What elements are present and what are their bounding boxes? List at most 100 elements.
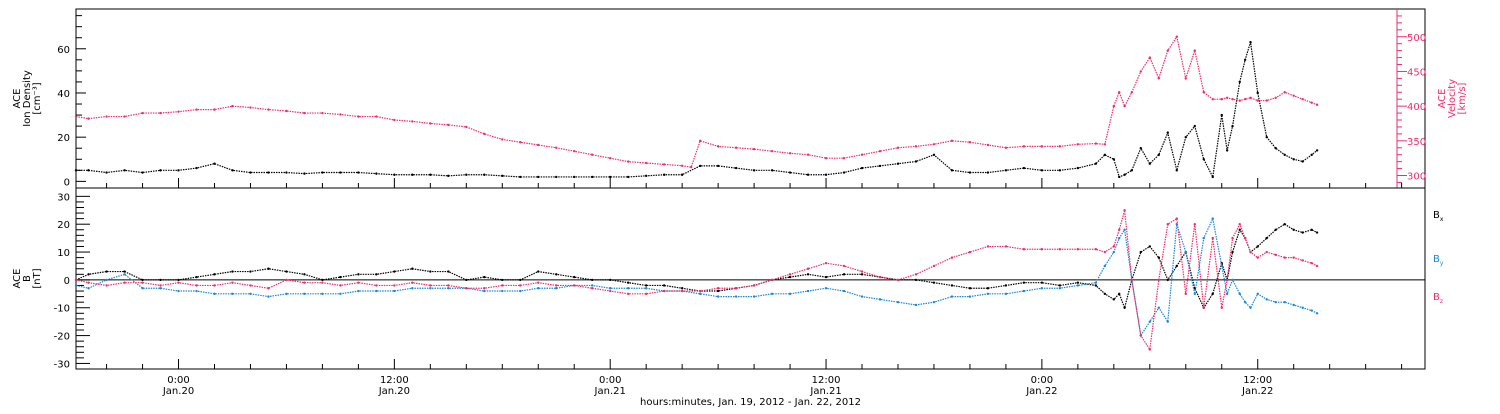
- bz-series-point: [519, 284, 522, 287]
- density-series-point: [1274, 147, 1277, 150]
- density-series-point: [249, 171, 252, 174]
- density-series-point: [1193, 124, 1196, 128]
- density-series-point: [321, 171, 324, 174]
- velocity-series-point: [1193, 49, 1196, 52]
- bx-series-point: [519, 278, 522, 282]
- bx-series-point: [105, 270, 108, 273]
- by-series-point: [1094, 281, 1098, 284]
- bz-series-line: [75, 210, 1318, 352]
- bz-series-point: [716, 287, 720, 290]
- bz-series-point: [1211, 236, 1214, 240]
- by-series-point: [698, 292, 702, 296]
- bx-series-point: [555, 273, 558, 276]
- velocity-series-point: [1175, 35, 1178, 38]
- bx-series-point: [285, 270, 288, 273]
- density-series-point: [267, 171, 270, 174]
- bz-series-point: [1292, 256, 1295, 259]
- bz-series-point: [1315, 264, 1319, 268]
- density-series-point: [1310, 153, 1313, 157]
- density-series-point: [1292, 158, 1295, 161]
- bx-series-point: [1283, 223, 1286, 226]
- density-series-point: [1157, 153, 1160, 157]
- bz-series-point: [231, 281, 234, 284]
- velocity-series-point: [842, 156, 846, 160]
- legend-label-bx: Bx: [1433, 210, 1444, 223]
- density-series-point: [1283, 153, 1286, 157]
- velocity-series-point: [195, 108, 198, 111]
- density-series-point: [896, 162, 900, 165]
- bz-series-point: [429, 284, 432, 287]
- by-series-point: [285, 292, 288, 296]
- bz-series-point: [986, 245, 990, 248]
- bz-series-point: [501, 284, 504, 287]
- density-series-point: [1202, 158, 1205, 161]
- bx-series-point: [950, 284, 954, 287]
- velocity-series-point: [1202, 91, 1205, 94]
- velocity-series-point: [303, 111, 306, 115]
- by-series-point: [1225, 292, 1229, 296]
- by-series-point: [303, 292, 306, 296]
- bz-series-point: [626, 292, 630, 296]
- bx-series-point: [1315, 231, 1319, 234]
- bz-series-point: [1040, 248, 1044, 251]
- by-series-point: [1310, 309, 1313, 312]
- bx-series-point: [1118, 292, 1121, 296]
- by-series-point: [609, 287, 612, 290]
- by-series-point: [752, 295, 756, 298]
- bz-series-point: [1175, 217, 1178, 220]
- bz-series-point: [141, 281, 144, 284]
- bx-series-point: [968, 287, 972, 290]
- density-series-point: [519, 175, 522, 179]
- density-tick-label: 0: [64, 177, 70, 188]
- velocity-series-point: [339, 113, 342, 116]
- by-series-point: [1238, 292, 1241, 296]
- bx-series-point: [680, 287, 684, 290]
- by-series-point: [231, 292, 234, 296]
- velocity-series-point: [249, 106, 252, 109]
- bz-series-point: [375, 284, 378, 287]
- velocity-series-point: [1238, 99, 1241, 102]
- velocity-series-point: [1283, 91, 1286, 94]
- by-series-point: [1022, 289, 1026, 293]
- bz-series-point: [591, 287, 594, 290]
- bz-series-point: [87, 281, 90, 284]
- bx-series-point: [1166, 278, 1169, 282]
- density-series-point: [1243, 58, 1247, 62]
- bx-series-point: [249, 270, 252, 273]
- velocity-series-point: [483, 132, 486, 136]
- velocity-series-point: [375, 115, 378, 118]
- data-group: [74, 35, 1319, 352]
- bz-series-point: [339, 284, 342, 287]
- velocity-series-line: [75, 35, 1318, 168]
- density-series-point: [465, 173, 468, 176]
- velocity-series-point: [285, 109, 288, 113]
- velocity-tick-label: 350: [1407, 137, 1426, 148]
- bx-series-point: [1058, 284, 1062, 287]
- bz-series-point: [1058, 248, 1062, 251]
- bz-series-point: [303, 281, 306, 284]
- legend-label-subscript: x: [1440, 216, 1444, 223]
- by-series-point: [896, 300, 900, 304]
- density-series-point: [842, 171, 846, 174]
- velocity-series-point: [1058, 145, 1062, 148]
- velocity-series-point: [1076, 143, 1080, 146]
- by-series-point: [267, 295, 270, 298]
- bx-series-point: [123, 270, 126, 273]
- b-tick-label: -10: [54, 304, 70, 315]
- velocity-series-point: [878, 150, 882, 153]
- by-series-point: [555, 287, 558, 290]
- density-series-point: [914, 160, 918, 163]
- bx-series-point: [609, 278, 612, 282]
- legend-label-bz: Bz: [1433, 292, 1443, 305]
- by-series-point: [824, 287, 828, 290]
- label-group: hours:minutes, Jan. 19, 2012 - Jan. 22, …: [12, 70, 1468, 408]
- bz-series-point: [914, 273, 918, 276]
- velocity-series-point: [626, 160, 630, 163]
- bx-series-point: [573, 275, 576, 279]
- velocity-axis-title-line: ACE: [1437, 89, 1448, 109]
- bz-series-point: [1139, 334, 1143, 337]
- bz-series-point: [1130, 278, 1134, 282]
- density-series-point: [1123, 173, 1126, 176]
- bx-series-point: [87, 273, 90, 276]
- velocity-series-point: [932, 143, 936, 146]
